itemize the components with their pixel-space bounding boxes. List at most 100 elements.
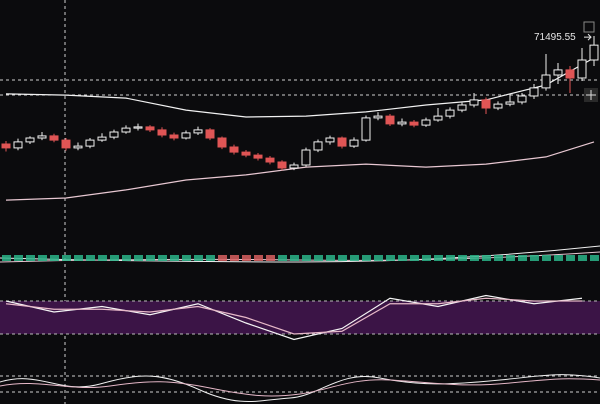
volume-strip	[110, 255, 119, 261]
volume-strip	[446, 255, 455, 261]
volume-strip	[518, 255, 527, 261]
volume-strip	[458, 255, 467, 261]
candle-body	[313, 141, 323, 151]
candle-body	[205, 129, 215, 139]
candle-body	[337, 137, 347, 147]
volume-strip	[50, 255, 59, 261]
candle-body	[229, 146, 239, 153]
candle-body	[553, 69, 563, 76]
oscillator-line	[5, 294, 583, 341]
volume-strip	[338, 255, 347, 261]
candle-body	[289, 164, 299, 169]
volume-strip	[254, 255, 263, 261]
volume-strip	[86, 255, 95, 261]
volume-strip	[122, 255, 131, 261]
volume-strip	[542, 255, 551, 261]
volume-strip	[530, 255, 539, 261]
volume-strip	[374, 255, 383, 261]
volume-strip	[326, 255, 335, 261]
candle-body	[169, 134, 179, 139]
candle-body	[265, 157, 275, 163]
volume-strip	[158, 255, 167, 261]
volume-strip	[146, 255, 155, 261]
volume-strip	[74, 255, 83, 261]
panel-icon[interactable]	[583, 21, 595, 33]
volume-strip	[26, 255, 35, 261]
volume-strip	[182, 255, 191, 261]
volume-strip	[242, 255, 251, 261]
candle-body	[241, 151, 251, 156]
candle-body	[73, 145, 83, 149]
candle-body	[301, 149, 311, 166]
candle-body	[325, 137, 335, 143]
oscillator-band	[0, 301, 600, 334]
candle-body	[85, 139, 95, 147]
volume-strip	[386, 255, 395, 261]
volume-strip	[38, 255, 47, 261]
volume-strip	[398, 255, 407, 261]
candle-body	[565, 69, 575, 79]
volume-strip	[314, 255, 323, 261]
candle-body	[577, 59, 587, 79]
volume-strip	[494, 255, 503, 261]
volume-strip	[2, 255, 11, 261]
candle-body	[529, 87, 539, 97]
band-line	[5, 141, 595, 201]
candle-body	[493, 103, 503, 109]
volume-strip	[362, 255, 371, 261]
candle-body	[361, 117, 371, 141]
volume-strip	[98, 255, 107, 261]
candle-body	[589, 44, 599, 61]
candle-body	[397, 121, 407, 125]
volume-strip	[350, 255, 359, 261]
volume-strip	[230, 255, 239, 261]
candle-body	[181, 132, 191, 139]
volume-strip	[554, 255, 563, 261]
volume-strip	[170, 255, 179, 261]
candle-body	[385, 115, 395, 125]
candle-body	[61, 139, 71, 149]
volume-strip	[470, 255, 479, 261]
oscillator-line	[5, 297, 582, 335]
candle-body	[193, 129, 203, 134]
volume-strip	[266, 255, 275, 261]
candle-body	[49, 135, 59, 141]
oscillator-line	[0, 374, 600, 402]
volume-strip	[62, 255, 71, 261]
candle-body	[433, 115, 443, 121]
volume-strip	[206, 255, 215, 261]
candle-body	[253, 154, 263, 159]
candle-body	[421, 119, 431, 126]
volume-strip	[566, 255, 575, 261]
candle-body	[457, 104, 467, 111]
band-line	[5, 57, 595, 118]
candle-body	[145, 126, 155, 131]
candle-body	[541, 74, 551, 89]
candle-body	[505, 101, 515, 105]
volume-strip	[434, 255, 443, 261]
candle-body	[133, 126, 143, 129]
candle-body	[277, 161, 287, 169]
candle-body	[1, 143, 11, 149]
volume-strip	[410, 255, 419, 261]
volume-strip	[590, 255, 599, 261]
candle-body	[97, 136, 107, 141]
volume-strip	[14, 255, 23, 261]
candle-body	[109, 131, 119, 138]
last-price-label: 71495.55	[534, 32, 576, 43]
volume-strip	[290, 255, 299, 261]
volume-strip	[194, 255, 203, 261]
volume-strip	[578, 255, 587, 261]
candle-body	[445, 109, 455, 117]
volume-strip	[218, 255, 227, 261]
candle-body	[409, 121, 419, 126]
volume-strip	[278, 255, 287, 261]
candle-body	[217, 137, 227, 148]
last-price-arrow	[584, 33, 592, 41]
candle-body	[157, 129, 167, 136]
volume-strip	[506, 255, 515, 261]
candle-body	[517, 95, 527, 103]
